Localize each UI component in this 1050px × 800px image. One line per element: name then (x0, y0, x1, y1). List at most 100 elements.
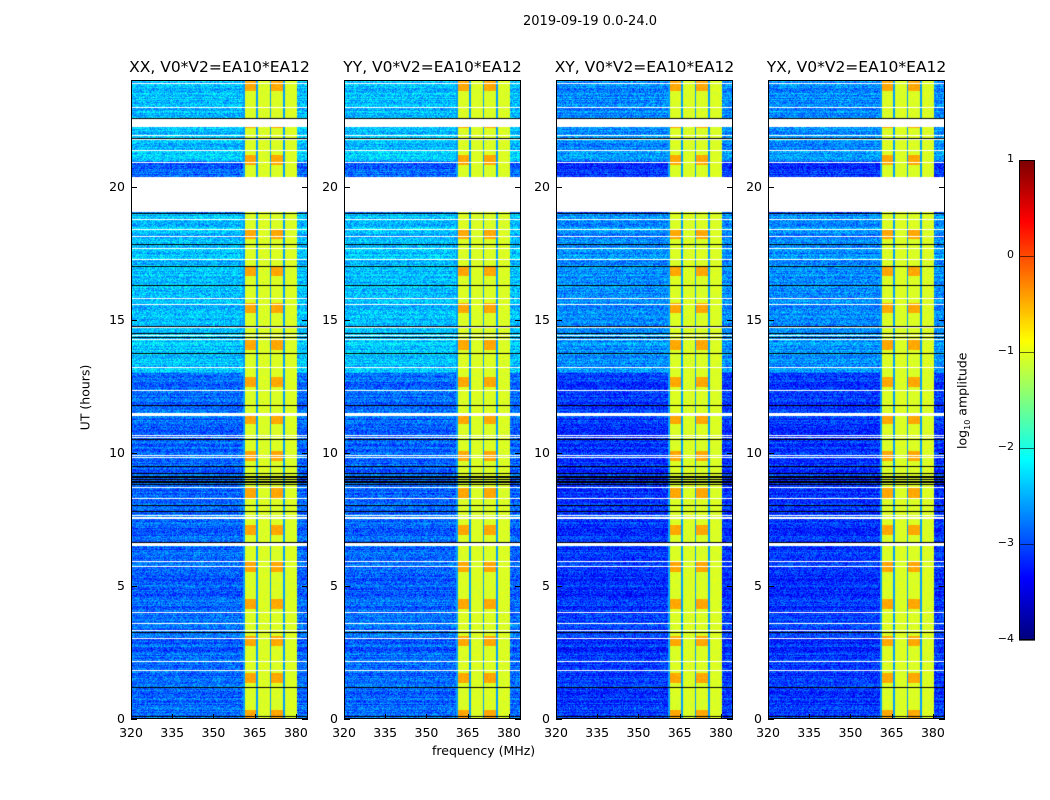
y-tick-mark (556, 319, 562, 321)
x-tick-label: 365 (667, 725, 692, 740)
colorbar-tick-label: −4 (997, 632, 1014, 645)
y-tick-label: 5 (542, 577, 550, 593)
x-tick-label: 335 (585, 725, 610, 740)
x-tick-mark (467, 714, 469, 719)
x-tick-label: 350 (201, 725, 226, 740)
y-tick-mark (302, 585, 308, 587)
colorbar-tick-label: 0 (1007, 248, 1014, 261)
y-tick-mark (768, 719, 774, 720)
x-tick-label: 335 (797, 725, 822, 740)
spectrogram-panel-1 (131, 80, 308, 719)
y-tick-mark (344, 319, 350, 321)
y-tick-mark (344, 186, 350, 188)
y-tick-label: 5 (330, 577, 338, 593)
y-tick-label: 15 (322, 311, 338, 327)
y-tick-mark (344, 452, 350, 454)
colorbar-tick-mark (1019, 160, 1035, 161)
panel-title: YX, V0*V2=EA10*EA12 (766, 58, 947, 76)
y-tick-mark (939, 585, 945, 587)
y-tick-label: 0 (117, 711, 125, 726)
colorbar-tick-label: 1 (1007, 152, 1014, 165)
x-tick-label: 320 (756, 725, 780, 740)
x-tick-mark (426, 714, 428, 719)
y-tick-mark (939, 719, 945, 720)
colorbar-tick-label: −2 (997, 440, 1014, 453)
y-tick-mark (768, 319, 774, 321)
spectrogram-panel-2 (344, 80, 521, 719)
y-tick-mark (939, 319, 945, 321)
x-tick-mark (213, 714, 215, 719)
y-tick-label: 20 (322, 178, 338, 194)
y-tick-mark (727, 452, 733, 454)
panel-title: XX, V0*V2=EA10*EA12 (129, 58, 310, 76)
y-tick-mark (515, 585, 521, 587)
spectrogram-heatmap (769, 81, 944, 718)
x-tick-mark (295, 714, 297, 719)
x-tick-mark (131, 714, 132, 719)
x-tick-mark (809, 714, 811, 719)
y-tick-mark (302, 452, 308, 454)
spectrogram-heatmap (345, 81, 520, 718)
x-tick-label: 365 (879, 725, 904, 740)
y-tick-label: 20 (746, 178, 762, 194)
y-tick-label: 20 (534, 178, 550, 194)
x-tick-mark (508, 714, 510, 719)
y-tick-mark (515, 719, 521, 720)
y-tick-label: 20 (109, 178, 125, 194)
y-tick-label: 5 (117, 577, 125, 593)
y-tick-mark (556, 186, 562, 188)
x-tick-mark (679, 714, 681, 719)
spectrogram-panel-3 (556, 80, 733, 719)
y-tick-mark (302, 319, 308, 321)
colorbar-tick-mark (1019, 256, 1035, 257)
y-tick-mark (131, 186, 137, 188)
x-tick-label: 365 (242, 725, 267, 740)
x-tick-label: 335 (160, 725, 185, 740)
x-tick-mark (254, 714, 256, 719)
x-tick-mark (932, 714, 934, 719)
spectrogram-panel-4 (768, 80, 945, 719)
spectrogram-heatmap (132, 81, 307, 718)
y-tick-mark (515, 186, 521, 188)
x-tick-label: 350 (414, 725, 439, 740)
figure-title: 2019-09-19 0.0-24.0 (523, 14, 657, 29)
colorbar-tick-mark (1019, 352, 1035, 353)
x-tick-mark (638, 714, 640, 719)
x-tick-label: 350 (626, 725, 651, 740)
y-tick-mark (556, 585, 562, 587)
y-tick-mark (302, 719, 308, 720)
y-tick-mark (727, 719, 733, 720)
y-tick-label: 15 (746, 311, 762, 327)
x-tick-label: 380 (496, 725, 521, 740)
y-tick-label: 10 (746, 444, 762, 460)
y-tick-mark (344, 719, 350, 720)
y-tick-label: 10 (109, 444, 125, 460)
y-tick-mark (768, 452, 774, 454)
y-tick-label: 15 (109, 311, 125, 327)
y-tick-label: 10 (322, 444, 338, 460)
y-tick-label: 0 (754, 711, 762, 726)
x-tick-mark (172, 714, 174, 719)
y-tick-label: 10 (534, 444, 550, 460)
y-tick-mark (939, 186, 945, 188)
y-tick-mark (515, 319, 521, 321)
panel-title: YY, V0*V2=EA10*EA12 (343, 58, 522, 76)
y-tick-label: 0 (542, 711, 550, 726)
y-tick-mark (727, 319, 733, 321)
x-tick-mark (344, 714, 345, 719)
x-tick-mark (850, 714, 852, 719)
y-tick-label: 5 (754, 577, 762, 593)
y-tick-mark (727, 186, 733, 188)
colorbar-tick-label: −1 (997, 344, 1014, 357)
x-tick-mark (597, 714, 599, 719)
spectrogram-heatmap (557, 81, 732, 718)
x-tick-mark (385, 714, 387, 719)
x-tick-label: 320 (332, 725, 356, 740)
y-tick-mark (556, 719, 562, 720)
x-tick-label: 350 (838, 725, 863, 740)
y-tick-mark (515, 452, 521, 454)
x-tick-mark (720, 714, 722, 719)
y-tick-mark (939, 452, 945, 454)
y-axis-label: UT (hours) (77, 364, 93, 431)
